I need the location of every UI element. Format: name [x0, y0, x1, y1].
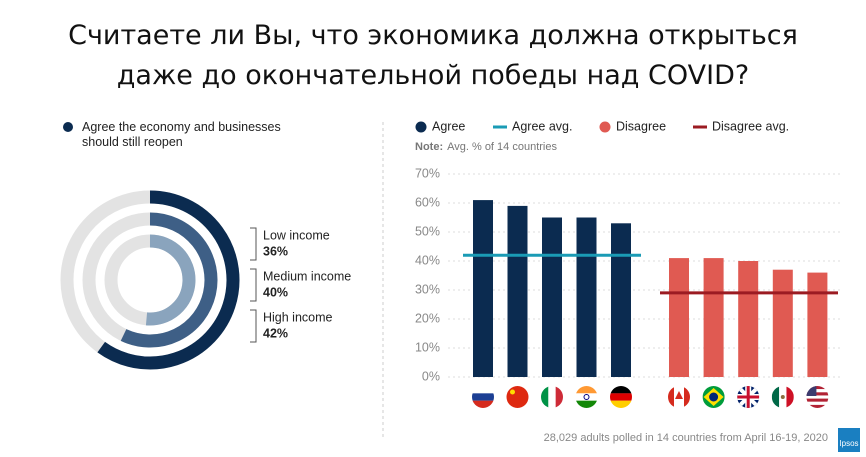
- flag: [506, 386, 529, 408]
- flag-part: [737, 386, 760, 408]
- logo-box: [838, 428, 860, 452]
- legend-dot: [63, 122, 73, 132]
- source: 28,029 adults polled in 14 countries fro…: [544, 432, 828, 444]
- flag: [771, 386, 794, 408]
- legend-marker: [599, 121, 611, 133]
- legend-label: Disagree: [616, 119, 666, 133]
- flag-part: [806, 389, 829, 393]
- y-tick-label: 30%: [415, 282, 440, 296]
- flag-part: [610, 386, 632, 394]
- logo: Ipsos: [839, 439, 858, 448]
- ring-arc: [120, 212, 218, 348]
- y-tick-label: 20%: [415, 311, 440, 325]
- legend-label: Agree: [432, 119, 465, 133]
- flag-part: [575, 386, 598, 394]
- flag-part: [575, 393, 598, 401]
- label-bracket: [250, 268, 257, 302]
- flag: [737, 386, 760, 408]
- flag: [472, 386, 494, 408]
- flag: [806, 386, 829, 408]
- flag-part: [610, 393, 632, 401]
- flag: [575, 386, 598, 408]
- flag-part: [771, 386, 780, 408]
- y-tick-label: 60%: [415, 195, 440, 209]
- note: Note: Avg. % of 14 countries: [415, 141, 557, 153]
- flag: [541, 386, 563, 408]
- y-tick-label: 40%: [415, 253, 440, 267]
- bar: [772, 269, 793, 377]
- y-tick-label: 0%: [422, 369, 440, 383]
- flag-part: [709, 392, 719, 402]
- label-bracket: [250, 309, 257, 343]
- ring-arc: [145, 234, 196, 326]
- bar: [507, 205, 528, 377]
- flag-part: [806, 398, 829, 402]
- flag-part: [806, 386, 817, 396]
- category-label: High income: [263, 310, 333, 324]
- legend-marker: [415, 121, 427, 133]
- page-title: Считаете ли Вы, что экономика должна отк…: [68, 20, 798, 91]
- flag-part: [472, 393, 494, 401]
- flag-part: [806, 404, 829, 408]
- y-tick-label: 70%: [415, 166, 440, 180]
- flag-part: [541, 386, 549, 408]
- flag-part: [806, 395, 829, 399]
- flag-part: [583, 394, 590, 400]
- flag-part: [806, 401, 829, 405]
- legend-label: Agree avg.: [512, 119, 572, 133]
- y-tick-label: 10%: [415, 340, 440, 354]
- note-label: Note:: [415, 141, 443, 153]
- flag-part: [555, 386, 563, 408]
- flag: [610, 386, 632, 408]
- bar: [473, 200, 493, 377]
- flag-part: [506, 386, 529, 408]
- note-text: Avg. % of 14 countries: [447, 141, 557, 153]
- bar: [611, 223, 631, 377]
- flag-part: [675, 391, 683, 399]
- flag: [702, 386, 725, 408]
- bar: [542, 217, 562, 377]
- bar: [807, 272, 828, 377]
- flag-part: [684, 386, 690, 408]
- flag: [668, 386, 690, 408]
- flag-part: [806, 386, 829, 390]
- category-label: Low income: [263, 228, 330, 242]
- flag-part: [610, 400, 632, 408]
- flag-part: [510, 389, 515, 395]
- value-label: 40%: [263, 285, 288, 299]
- flag-part: [472, 400, 494, 408]
- label-bracket: [250, 227, 257, 261]
- y-tick-label: 50%: [415, 224, 440, 238]
- legend-label: Disagree avg.: [712, 119, 789, 133]
- bar: [738, 261, 759, 377]
- flag-part: [780, 395, 785, 399]
- flag-part: [668, 386, 674, 408]
- value-label: 42%: [263, 326, 288, 340]
- flag-part: [786, 386, 794, 408]
- legend-text: Agree the economy and businesses should …: [82, 120, 281, 149]
- flag-part: [806, 392, 829, 396]
- category-label: Medium income: [263, 269, 351, 283]
- bar: [703, 258, 724, 377]
- ring-arc: [97, 190, 240, 370]
- bar: [669, 258, 689, 377]
- flag-part: [472, 386, 494, 394]
- flag-part: [548, 386, 556, 408]
- value-label: 36%: [263, 244, 288, 258]
- flag-part: [575, 400, 598, 408]
- bar: [576, 217, 597, 377]
